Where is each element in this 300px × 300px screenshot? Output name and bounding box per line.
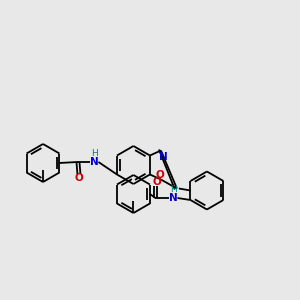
Text: N: N: [90, 157, 99, 167]
Text: N: N: [158, 152, 167, 161]
Text: O: O: [152, 177, 161, 187]
Text: N: N: [169, 193, 178, 203]
Text: H: H: [91, 149, 98, 158]
Text: O: O: [74, 173, 83, 183]
Text: O: O: [155, 169, 164, 179]
Text: H: H: [170, 185, 177, 194]
